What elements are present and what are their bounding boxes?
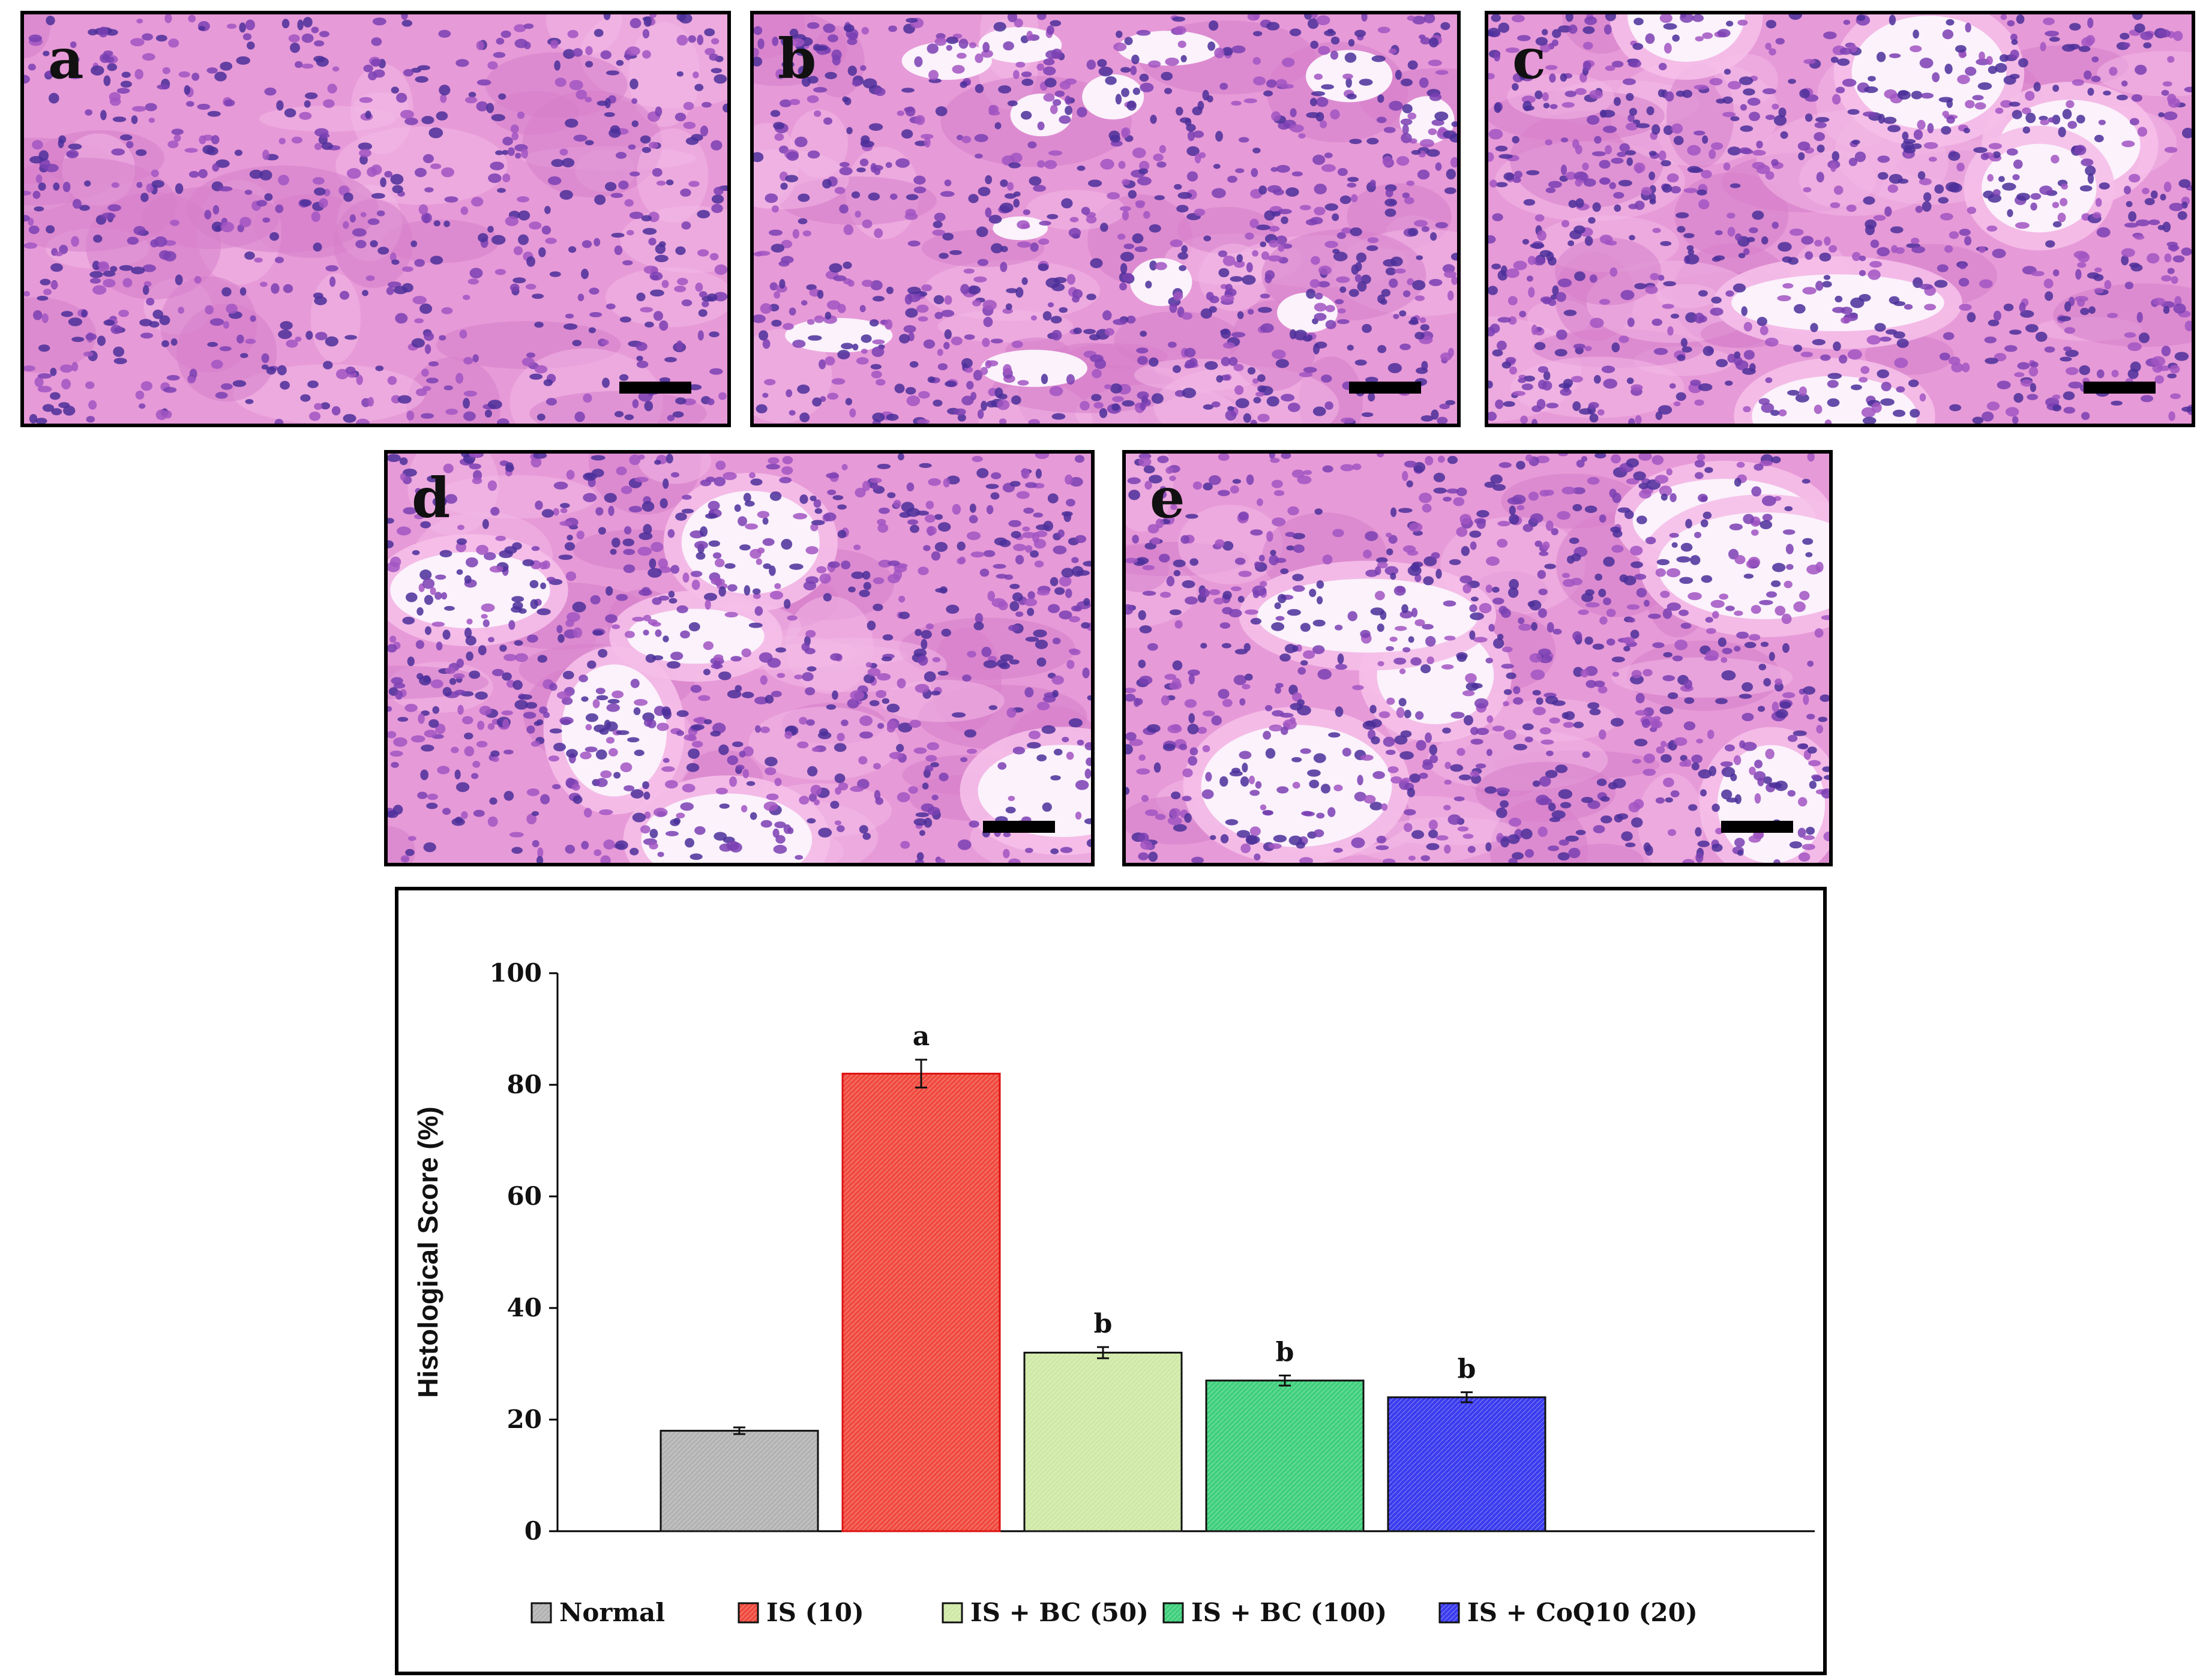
y-tick-label: 100 (489, 958, 542, 988)
panel-label-d: d (412, 466, 451, 530)
scale-bar-a (619, 382, 691, 394)
panel-label-e: e (1150, 466, 1185, 530)
legend-label: Normal (559, 1598, 665, 1627)
legend-swatch (1162, 1602, 1184, 1624)
tissue-image-b (754, 14, 1457, 424)
bar-chart: 0 20 40 60 80 100 Histological Score (%) a b b b No… (412, 958, 1815, 1627)
tissue-image-a (24, 14, 727, 424)
error-bar (1461, 1391, 1473, 1403)
micrograph-panel-e: e (1122, 450, 1833, 866)
scale-bar-d (983, 821, 1055, 833)
tissue-image-c (1488, 14, 2192, 424)
legend-swatch (942, 1602, 963, 1624)
y-tick-label: 20 (507, 1405, 542, 1434)
y-tick-label: 40 (507, 1293, 542, 1322)
panel-label-b: b (778, 26, 817, 91)
scale-bar-e (1721, 821, 1793, 833)
y-axis-label: Histological Score (%) (412, 1106, 443, 1398)
legend-label: IS (10) (766, 1598, 864, 1627)
significance-label: b (1458, 1354, 1476, 1384)
micrograph-panel-c: c (1485, 11, 2195, 427)
error-bar (733, 1426, 745, 1435)
legend-swatch (738, 1602, 759, 1624)
error-bar (1097, 1346, 1109, 1360)
tissue-image-e (1126, 454, 1829, 863)
micrograph-panel-b: b (750, 11, 1461, 427)
bar-chart-frame: 0 20 40 60 80 100 Histological Score (%) a b b b No… (395, 887, 1827, 1675)
y-tick-label: 80 (507, 1070, 542, 1099)
scale-bar-c (2084, 382, 2156, 394)
y-tick-label: 60 (507, 1181, 542, 1211)
scale-bar-b (1349, 382, 1421, 394)
bar (1023, 1351, 1183, 1532)
bar (660, 1430, 819, 1532)
tissue-image-d (388, 454, 1091, 863)
panel-label-a: a (48, 26, 84, 91)
legend-swatch (1438, 1602, 1460, 1624)
micrograph-panel-a: a (20, 11, 731, 427)
error-bar (1279, 1375, 1291, 1387)
micrograph-panel-d: d (384, 450, 1095, 866)
significance-label: a (913, 1021, 930, 1052)
legend-swatch (530, 1602, 552, 1624)
bar (841, 1072, 1001, 1532)
error-bar (915, 1058, 927, 1089)
legend-label: IS + CoQ10 (20) (1467, 1598, 1698, 1627)
panel-label-c: c (1512, 26, 1546, 91)
significance-label: b (1276, 1337, 1294, 1368)
significance-label: b (1094, 1309, 1113, 1339)
legend-label: IS + BC (100) (1191, 1598, 1387, 1627)
bar (1387, 1396, 1546, 1532)
legend-label: IS + BC (50) (970, 1598, 1149, 1627)
y-tick-label: 0 (524, 1516, 542, 1546)
bar (1205, 1379, 1365, 1532)
